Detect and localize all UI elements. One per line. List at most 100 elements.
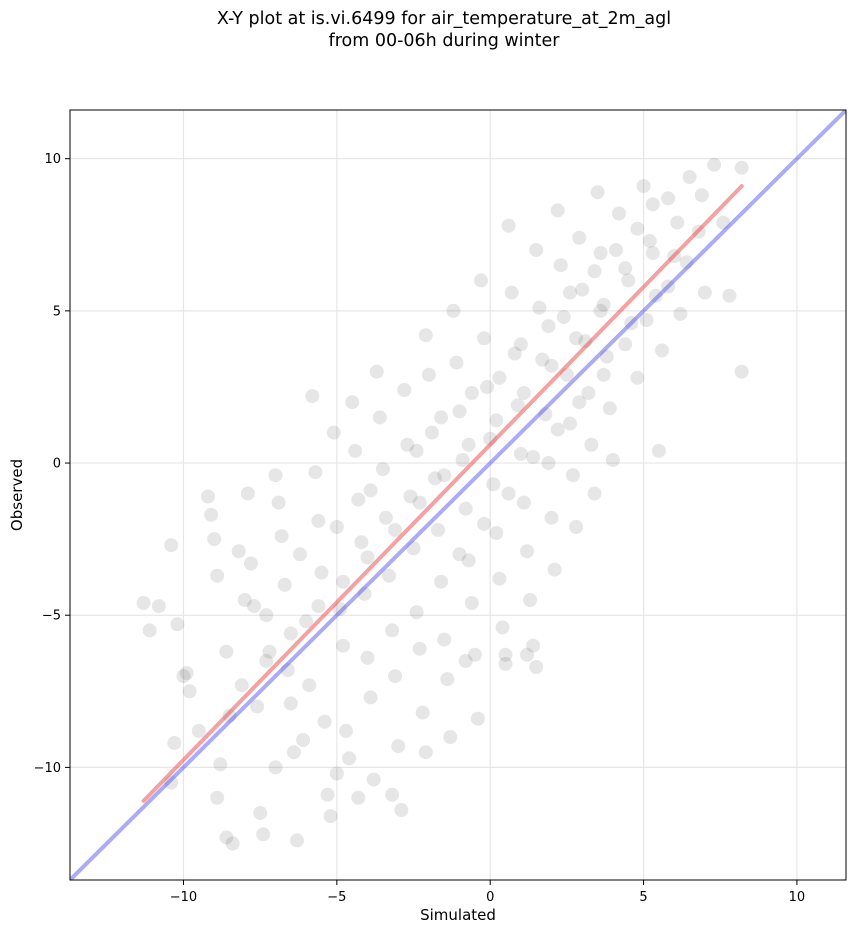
data-point-86 xyxy=(446,303,461,318)
data-point-77 xyxy=(418,328,433,343)
data-point-187 xyxy=(550,422,565,437)
data-point-171 xyxy=(363,483,378,498)
data-point-59 xyxy=(363,690,378,705)
data-point-107 xyxy=(510,398,525,413)
data-point-85 xyxy=(443,730,458,744)
data-point-116 xyxy=(538,407,553,422)
data-point-63 xyxy=(375,462,390,477)
data-point-205 xyxy=(516,386,531,400)
data-point-31 xyxy=(274,529,289,544)
data-point-89 xyxy=(455,453,470,467)
data-point-7 xyxy=(164,775,179,790)
x-tick-label-3: 5 xyxy=(639,890,647,905)
data-point-143 xyxy=(636,179,651,194)
data-point-114 xyxy=(532,300,547,315)
data-point-191 xyxy=(639,313,654,327)
data-point-48 xyxy=(329,520,344,534)
data-point-81 xyxy=(431,523,446,537)
data-point-39 xyxy=(302,678,317,693)
data-point-173 xyxy=(434,410,449,425)
data-point-179 xyxy=(587,264,602,279)
data-point-26 xyxy=(256,827,271,842)
data-point-46 xyxy=(323,809,338,824)
data-point-44 xyxy=(317,714,332,729)
data-point-132 xyxy=(587,486,602,501)
data-point-158 xyxy=(651,443,666,458)
data-point-155 xyxy=(722,288,737,303)
data-point-19 xyxy=(231,544,246,559)
y-tick-label-0: −10 xyxy=(34,761,61,776)
y-tick-label-3: 5 xyxy=(53,304,61,319)
x-axis-ticks: −10 −5 0 5 10 xyxy=(170,880,805,905)
data-point-188 xyxy=(572,395,587,410)
data-point-212 xyxy=(694,188,709,203)
data-point-165 xyxy=(385,787,400,802)
data-point-127 xyxy=(572,230,587,245)
data-point-192 xyxy=(661,279,676,294)
data-point-24 xyxy=(250,699,265,714)
x-tick-label-1: −5 xyxy=(327,890,346,905)
data-point-70 xyxy=(397,383,412,397)
data-points xyxy=(136,157,749,851)
data-point-40 xyxy=(305,389,320,404)
data-point-120 xyxy=(550,203,565,218)
data-point-128 xyxy=(575,282,590,297)
x-axis-label: Simulated xyxy=(420,906,496,924)
data-point-27 xyxy=(259,608,274,623)
data-point-134 xyxy=(593,246,608,260)
data-point-72 xyxy=(403,489,418,504)
data-point-104 xyxy=(501,218,516,233)
data-point-156 xyxy=(734,364,749,379)
data-point-96 xyxy=(477,331,492,346)
data-point-133 xyxy=(590,185,605,200)
data-point-21 xyxy=(240,486,255,501)
data-point-154 xyxy=(716,215,731,230)
gridlines xyxy=(70,110,846,880)
x-tick-label-2: 0 xyxy=(486,890,494,905)
data-point-159 xyxy=(179,666,194,680)
data-point-169 xyxy=(520,647,534,662)
data-point-204 xyxy=(489,413,504,428)
data-point-186 xyxy=(526,450,541,464)
data-point-199 xyxy=(360,550,375,565)
data-point-90 xyxy=(458,501,473,516)
data-point-99 xyxy=(486,477,501,492)
data-point-109 xyxy=(516,495,531,510)
data-point-66 xyxy=(385,623,400,638)
data-point-69 xyxy=(394,803,409,817)
data-point-110 xyxy=(520,544,534,559)
data-point-8 xyxy=(182,684,197,699)
data-point-33 xyxy=(280,663,295,677)
data-point-202 xyxy=(437,468,452,483)
data-point-13 xyxy=(210,568,225,583)
data-point-160 xyxy=(210,790,225,805)
data-point-135 xyxy=(596,297,611,312)
data-point-53 xyxy=(345,395,360,410)
reference-lines xyxy=(70,110,846,880)
data-point-58 xyxy=(360,650,375,665)
data-point-61 xyxy=(369,364,384,379)
data-point-147 xyxy=(661,191,676,206)
data-point-190 xyxy=(618,337,633,352)
data-point-79 xyxy=(424,425,439,440)
data-point-49 xyxy=(332,602,347,617)
data-point-94 xyxy=(470,711,485,726)
data-point-23 xyxy=(247,599,261,614)
data-point-181 xyxy=(630,221,645,236)
data-point-168 xyxy=(498,647,513,662)
data-point-45 xyxy=(320,787,335,802)
data-point-4 xyxy=(170,617,185,632)
data-point-38 xyxy=(299,614,314,629)
data-point-175 xyxy=(492,370,507,385)
data-point-197 xyxy=(311,599,326,614)
x-tick-label-4: 10 xyxy=(789,890,806,905)
data-point-200 xyxy=(388,523,403,537)
data-point-139 xyxy=(612,206,626,221)
data-point-111 xyxy=(523,593,538,607)
data-point-149 xyxy=(673,306,688,321)
chart-title-block: X-Y plot at is.vi.6499 for air_temperatu… xyxy=(0,8,854,52)
data-point-37 xyxy=(293,547,307,562)
data-point-47 xyxy=(326,425,341,440)
data-point-203 xyxy=(461,437,476,452)
